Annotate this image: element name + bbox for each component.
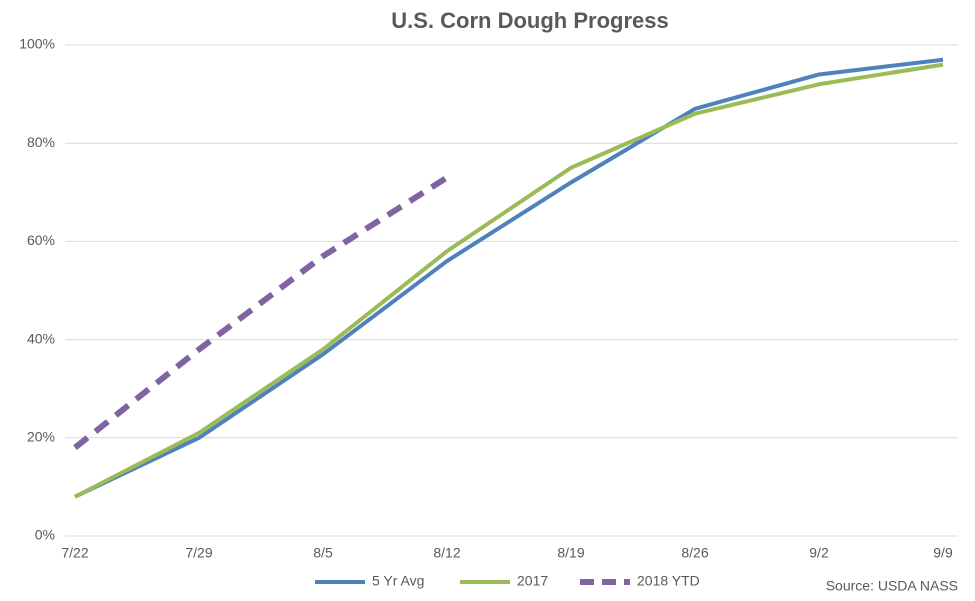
series-line — [73, 175, 449, 450]
chart-title: U.S. Corn Dough Progress — [391, 8, 668, 33]
x-tick-label: 8/26 — [681, 545, 708, 561]
x-tick-label: 8/19 — [557, 545, 584, 561]
y-tick-label: 80% — [27, 134, 55, 150]
x-tick-label: 8/5 — [313, 545, 333, 561]
y-tick-label: 100% — [19, 36, 55, 52]
x-tick-label: 7/22 — [61, 545, 88, 561]
legend-label: 2018 YTD — [637, 573, 700, 589]
y-tick-label: 0% — [35, 527, 55, 543]
legend-label: 5 Yr Avg — [372, 573, 424, 589]
source-note: Source: USDA NASS — [826, 578, 958, 594]
y-tick-label: 40% — [27, 330, 55, 346]
x-tick-label: 7/29 — [185, 545, 212, 561]
x-tick-label: 9/2 — [809, 545, 829, 561]
series-line — [74, 62, 944, 499]
y-tick-label: 20% — [27, 429, 55, 445]
x-tick-label: 8/12 — [433, 545, 460, 561]
legend-label: 2017 — [517, 573, 548, 589]
y-tick-label: 60% — [27, 232, 55, 248]
x-tick-label: 9/9 — [933, 545, 953, 561]
series-line — [74, 57, 944, 499]
